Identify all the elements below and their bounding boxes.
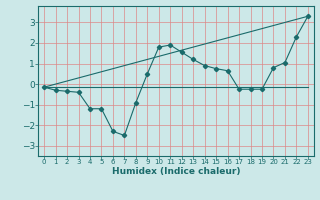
X-axis label: Humidex (Indice chaleur): Humidex (Indice chaleur) [112, 167, 240, 176]
